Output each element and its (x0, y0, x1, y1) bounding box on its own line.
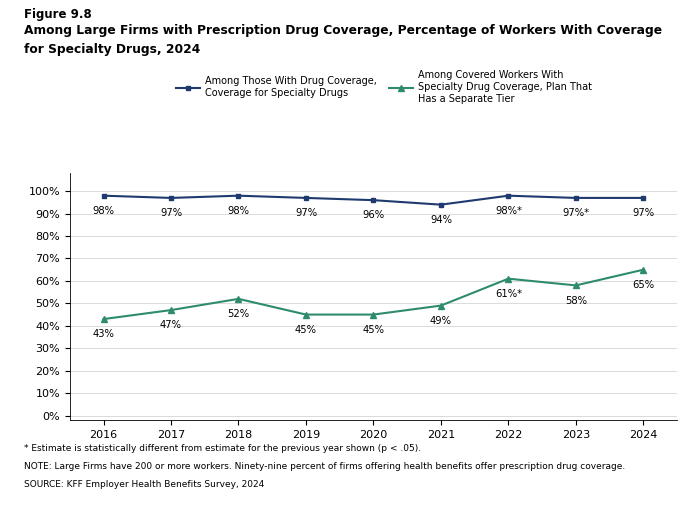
Text: 98%: 98% (93, 206, 114, 216)
Text: for Specialty Drugs, 2024: for Specialty Drugs, 2024 (24, 43, 201, 56)
Text: 98%: 98% (228, 206, 249, 216)
Text: 94%: 94% (430, 215, 452, 225)
Text: 43%: 43% (93, 329, 114, 339)
Text: 49%: 49% (430, 316, 452, 326)
Text: 45%: 45% (362, 324, 385, 334)
Text: 58%: 58% (565, 296, 587, 306)
Text: 52%: 52% (228, 309, 250, 319)
Text: NOTE: Large Firms have 200 or more workers. Ninety-nine percent of firms offerin: NOTE: Large Firms have 200 or more worke… (24, 462, 625, 471)
Text: 98%*: 98%* (495, 206, 522, 216)
Text: 47%: 47% (160, 320, 182, 330)
Text: Among Large Firms with Prescription Drug Coverage, Percentage of Workers With Co: Among Large Firms with Prescription Drug… (24, 24, 662, 37)
Text: 45%: 45% (295, 324, 317, 334)
Text: 97%: 97% (160, 208, 182, 218)
Text: * Estimate is statistically different from estimate for the previous year shown : * Estimate is statistically different fr… (24, 444, 422, 453)
Text: 61%*: 61%* (495, 289, 522, 299)
Text: 65%: 65% (632, 280, 655, 290)
Legend: Among Those With Drug Coverage,
Coverage for Specialty Drugs, Among Covered Work: Among Those With Drug Coverage, Coverage… (176, 70, 592, 103)
Text: Figure 9.8: Figure 9.8 (24, 8, 92, 21)
Text: 97%: 97% (632, 208, 655, 218)
Text: 97%*: 97%* (563, 208, 589, 218)
Text: 96%: 96% (362, 211, 385, 220)
Text: 97%: 97% (295, 208, 317, 218)
Text: SOURCE: KFF Employer Health Benefits Survey, 2024: SOURCE: KFF Employer Health Benefits Sur… (24, 480, 265, 489)
